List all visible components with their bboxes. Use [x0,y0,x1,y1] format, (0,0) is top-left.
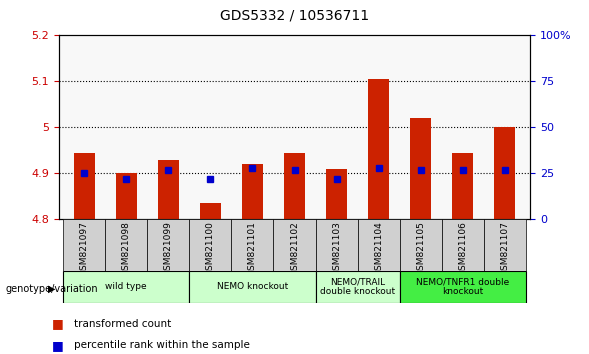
Text: ▶: ▶ [48,284,56,293]
Bar [105,219,147,271]
Bar [494,127,515,219]
Text: GDS5332 / 10536711: GDS5332 / 10536711 [220,9,369,23]
Bar [63,271,189,303]
Text: GSM821105: GSM821105 [416,221,425,276]
Text: GSM821099: GSM821099 [164,221,173,276]
Bar [484,219,526,271]
Bar [410,118,431,219]
Text: GSM821097: GSM821097 [80,221,88,276]
Bar [316,219,358,271]
Bar [273,219,316,271]
Text: NEMO/TNFR1 double
knockout: NEMO/TNFR1 double knockout [416,277,509,296]
Bar [284,153,305,219]
Text: GSM821107: GSM821107 [501,221,509,276]
Bar [74,153,95,219]
Text: GSM821098: GSM821098 [122,221,131,276]
Bar [316,271,400,303]
Bar [63,219,105,271]
Text: GSM821106: GSM821106 [458,221,467,276]
Bar [189,219,231,271]
Text: GSM821101: GSM821101 [248,221,257,276]
Bar [326,169,347,219]
Text: transformed count: transformed count [74,319,171,329]
Text: ■: ■ [52,318,64,330]
Bar [147,219,189,271]
Bar [368,79,389,219]
Bar [200,203,221,219]
Bar [452,153,474,219]
Bar [158,160,179,219]
Text: GSM821103: GSM821103 [332,221,341,276]
Text: GSM821100: GSM821100 [206,221,215,276]
Bar [358,219,400,271]
Text: genotype/variation: genotype/variation [6,284,98,293]
Bar [115,173,137,219]
Bar [189,271,316,303]
Text: percentile rank within the sample: percentile rank within the sample [74,340,250,350]
Text: NEMO/TRAIL
double knockout: NEMO/TRAIL double knockout [320,277,395,296]
Bar [400,219,442,271]
Text: ■: ■ [52,339,64,352]
Bar [242,164,263,219]
Text: GSM821104: GSM821104 [374,221,383,276]
Bar [442,219,484,271]
Text: NEMO knockout: NEMO knockout [217,282,288,291]
Bar [231,219,273,271]
Bar [400,271,526,303]
Text: GSM821102: GSM821102 [290,221,299,276]
Text: wild type: wild type [105,282,147,291]
